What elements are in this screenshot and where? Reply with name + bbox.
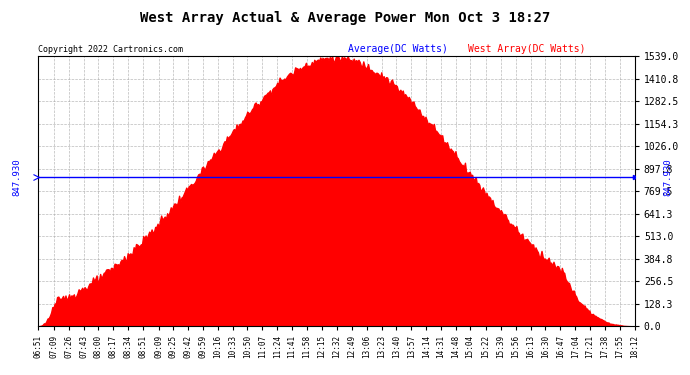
Text: 847.930: 847.930 (663, 159, 672, 196)
Text: Copyright 2022 Cartronics.com: Copyright 2022 Cartronics.com (38, 45, 183, 54)
Text: West Array(DC Watts): West Array(DC Watts) (468, 44, 585, 54)
Text: Average(DC Watts): Average(DC Watts) (348, 44, 448, 54)
Text: 847.930: 847.930 (12, 159, 21, 196)
Text: West Array Actual & Average Power Mon Oct 3 18:27: West Array Actual & Average Power Mon Oc… (140, 11, 550, 25)
